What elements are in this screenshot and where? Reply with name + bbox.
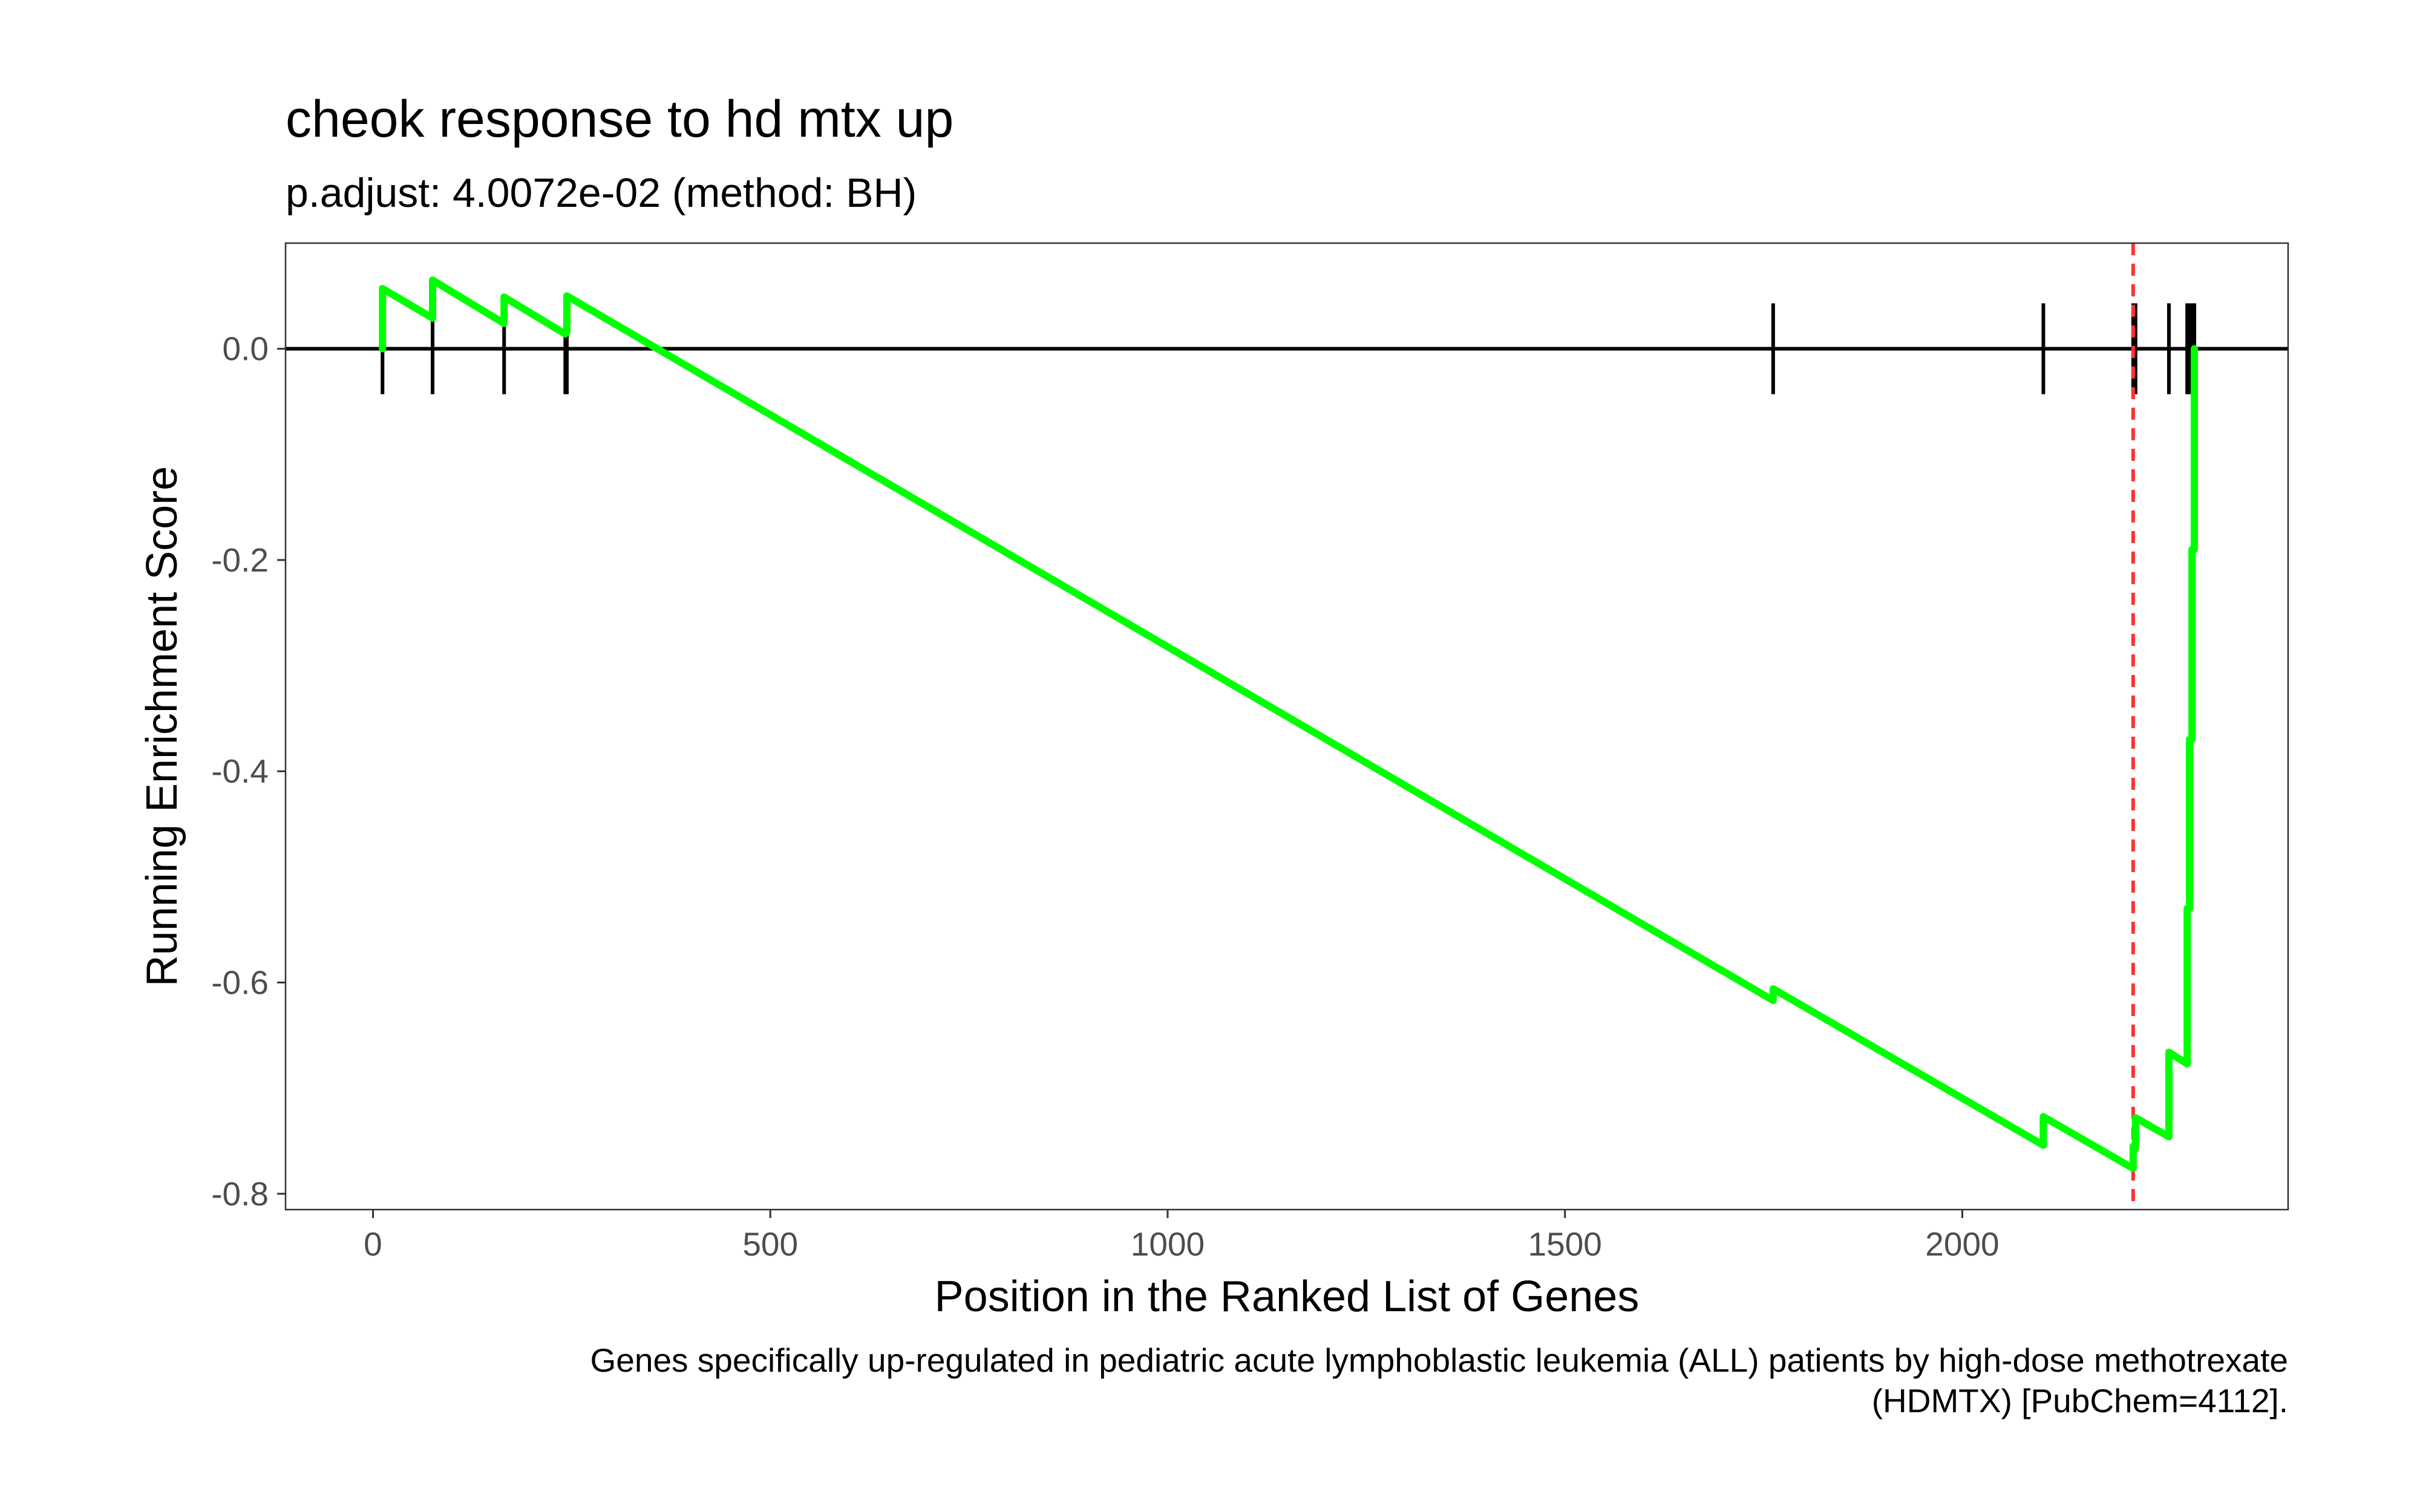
chart-title: cheok response to hd mtx up [286,90,953,148]
panel-background [286,243,2288,1210]
x-tick-label-0: 0 [364,1225,382,1263]
caption: Genes specifically up-regulated in pedia… [590,1341,2288,1419]
running-es-line-0 [379,276,2198,1172]
caption-line-2: (HDMTX) [PubChem=4112]. [1872,1382,2288,1419]
x-tick-label-3: 1500 [1528,1225,1602,1263]
y-tick-label-0: 0.0 [223,330,269,368]
x-tick-label-1: 500 [742,1225,798,1263]
y-axis-title: Running Enrichment Score [138,466,186,986]
y-tick-label-3: -0.6 [211,964,269,1002]
y-tick-label-1: -0.2 [211,541,269,579]
y-axis: 0.0 -0.2 -0.4 -0.6 -0.8 [211,330,286,1213]
panel-border [284,242,2289,1211]
y-tick-label-4: -0.8 [211,1175,269,1213]
x-axis-title: Position in the Ranked List of Genes [935,1272,1640,1321]
y-tick-label-2: -0.4 [211,752,269,790]
x-tick-label-4: 2000 [1925,1225,1999,1263]
chart-subtitle: p.adjust: 4.0072e-02 (method: BH) [286,170,917,216]
caption-line-1: Genes specifically up-regulated in pedia… [590,1341,2288,1379]
x-axis: 0 500 1000 1500 2000 [364,1210,2000,1263]
x-tick-label-2: 1000 [1131,1225,1205,1263]
plot-panel [284,242,2289,1211]
